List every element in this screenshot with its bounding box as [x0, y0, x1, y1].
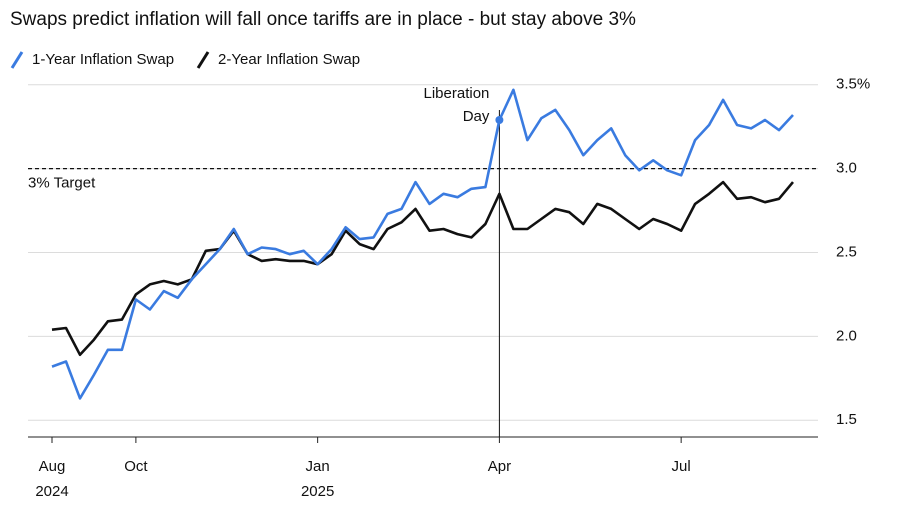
annotation-dot [495, 115, 504, 124]
legend-label: 2-Year Inflation Swap [218, 51, 360, 68]
x-tick-label: Jan 2025 [301, 458, 334, 500]
chart-title: Swaps predict inflation will fall once t… [10, 9, 636, 30]
x-tick-label: Apr [488, 458, 511, 475]
series-line [51, 88, 794, 400]
annotation: Liberation Day [424, 85, 490, 125]
target-label: 3% Target [28, 175, 96, 192]
legend-swatch [10, 51, 24, 69]
y-tick-label: 2.0 [836, 327, 857, 344]
x-tick-label: Aug 2024 [35, 458, 68, 500]
x-tick-label: Jul [672, 458, 691, 475]
y-tick-label: 3.0 [836, 160, 857, 177]
y-tick-label: 1.5 [836, 411, 857, 428]
y-tick-label: 2.5 [836, 243, 857, 260]
legend-label: 1-Year Inflation Swap [32, 51, 174, 68]
series-line [51, 180, 794, 357]
x-tick-label: Oct [124, 458, 148, 475]
legend-swatch [196, 51, 210, 69]
y-tick-label: 3.5% [836, 76, 870, 93]
